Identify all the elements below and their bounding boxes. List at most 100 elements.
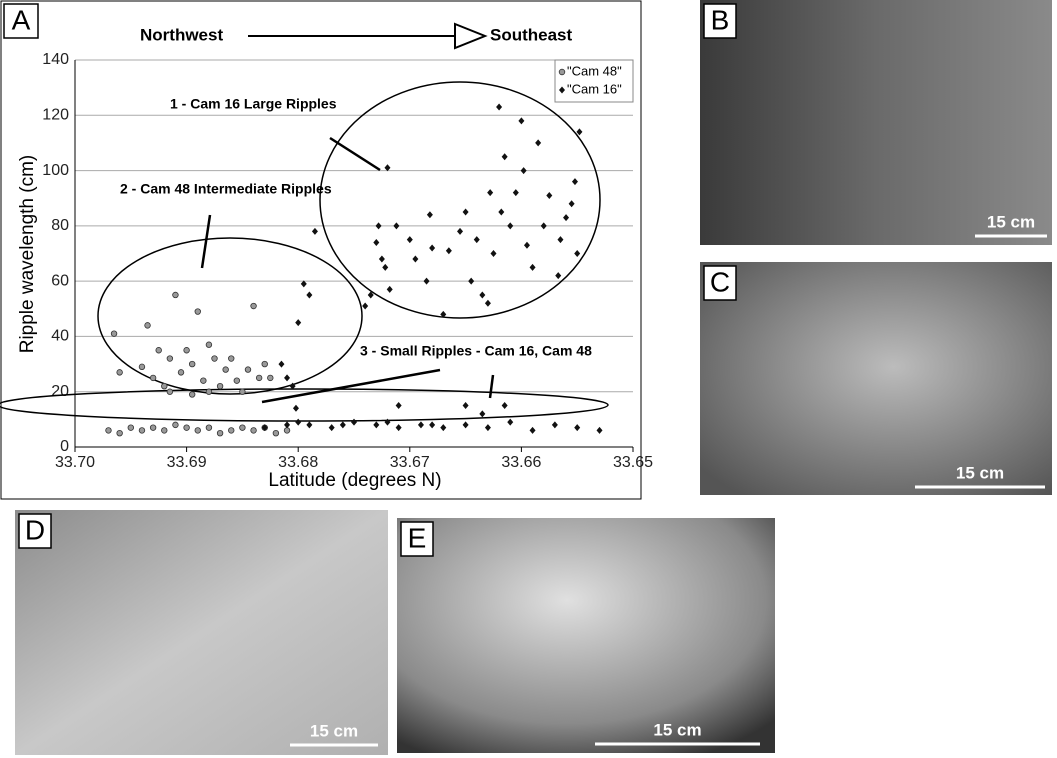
x-tick-label: 33.67 xyxy=(390,454,430,471)
scale-label: 15 cm xyxy=(653,720,701,739)
y-tick-label: 0 xyxy=(60,438,69,455)
data-point xyxy=(530,427,536,434)
data-point xyxy=(195,428,201,434)
data-point xyxy=(284,428,290,434)
data-point xyxy=(150,425,156,431)
data-point xyxy=(502,153,508,160)
annotation-pointer xyxy=(202,215,210,268)
data-point xyxy=(284,374,290,381)
scale-label: 15 cm xyxy=(956,463,1004,482)
x-tick-label: 33.66 xyxy=(501,454,541,471)
data-point xyxy=(468,278,474,285)
data-point xyxy=(278,361,284,368)
data-point xyxy=(150,375,156,381)
photo xyxy=(700,0,1052,245)
y-tick-label: 20 xyxy=(51,383,69,400)
panel-label: E xyxy=(408,522,427,553)
data-point xyxy=(351,419,357,426)
data-point xyxy=(189,361,195,367)
data-point xyxy=(206,342,212,348)
x-tick-label: 33.69 xyxy=(167,454,207,471)
annotation: 2 - Cam 48 Intermediate Ripples xyxy=(120,181,332,197)
data-point xyxy=(106,428,112,434)
data-point xyxy=(262,424,268,431)
data-point xyxy=(173,292,179,298)
data-point xyxy=(429,244,435,251)
y-tick-label: 60 xyxy=(51,272,69,289)
data-point xyxy=(373,421,379,428)
scale-label: 15 cm xyxy=(987,212,1035,231)
data-point xyxy=(524,242,530,249)
data-point xyxy=(329,424,335,431)
data-point xyxy=(552,421,558,428)
data-point xyxy=(474,236,480,243)
data-point xyxy=(234,378,240,384)
data-point xyxy=(463,402,469,409)
legend-label: "Cam 16" xyxy=(567,81,622,96)
data-point xyxy=(382,264,388,271)
data-point xyxy=(161,428,167,434)
data-point xyxy=(173,422,179,428)
y-tick-label: 80 xyxy=(51,217,69,234)
direction-label: Northwest xyxy=(140,25,223,44)
data-point xyxy=(479,410,485,417)
data-point xyxy=(569,200,575,207)
data-point xyxy=(574,250,580,257)
data-point xyxy=(251,303,257,309)
data-point xyxy=(245,367,251,373)
data-point xyxy=(195,309,201,315)
data-point xyxy=(507,419,513,426)
data-point xyxy=(521,167,527,174)
y-tick-label: 120 xyxy=(42,107,69,124)
data-point xyxy=(518,117,524,124)
data-point xyxy=(576,128,582,135)
data-point xyxy=(184,425,190,431)
data-point xyxy=(340,421,346,428)
data-point xyxy=(268,375,274,381)
data-point xyxy=(557,236,563,243)
scale-label: 15 cm xyxy=(310,721,358,740)
annotation: 1 - Cam 16 Large Ripples xyxy=(170,96,337,112)
data-point xyxy=(376,222,382,229)
x-tick-label: 33.68 xyxy=(278,454,318,471)
panel-label: B xyxy=(711,4,730,35)
data-point xyxy=(379,256,385,263)
data-point xyxy=(223,367,229,373)
y-tick-label: 100 xyxy=(42,162,69,179)
data-point xyxy=(228,428,234,434)
data-point xyxy=(201,378,207,384)
data-point xyxy=(251,428,257,434)
data-point xyxy=(156,347,162,353)
annotation-ellipse xyxy=(98,238,362,394)
y-tick-label: 40 xyxy=(51,328,69,345)
data-point xyxy=(427,211,433,218)
data-point xyxy=(128,425,134,431)
photo xyxy=(700,262,1052,495)
photo xyxy=(15,510,388,755)
data-point xyxy=(217,383,223,389)
data-point xyxy=(498,209,504,216)
panel-label: D xyxy=(25,514,45,545)
data-point xyxy=(306,291,312,298)
data-point xyxy=(111,331,117,337)
data-point xyxy=(479,291,485,298)
data-point xyxy=(574,424,580,431)
data-point xyxy=(396,402,402,409)
data-point xyxy=(284,421,290,428)
data-point xyxy=(117,430,123,436)
data-point xyxy=(418,421,424,428)
data-point xyxy=(262,361,268,367)
page: ANorthwestSoutheast02040608010012014033.… xyxy=(0,0,1057,758)
data-point xyxy=(167,356,173,362)
data-point xyxy=(546,192,552,199)
data-point xyxy=(139,364,145,370)
data-point xyxy=(507,222,513,229)
figure: ANorthwestSoutheast02040608010012014033.… xyxy=(0,0,1057,758)
data-point xyxy=(217,430,223,436)
data-point xyxy=(446,247,452,254)
data-point xyxy=(563,214,569,221)
data-point xyxy=(530,264,536,271)
data-point xyxy=(362,303,368,310)
annotation-ellipse xyxy=(320,82,600,318)
annotation-pointer xyxy=(490,375,493,398)
